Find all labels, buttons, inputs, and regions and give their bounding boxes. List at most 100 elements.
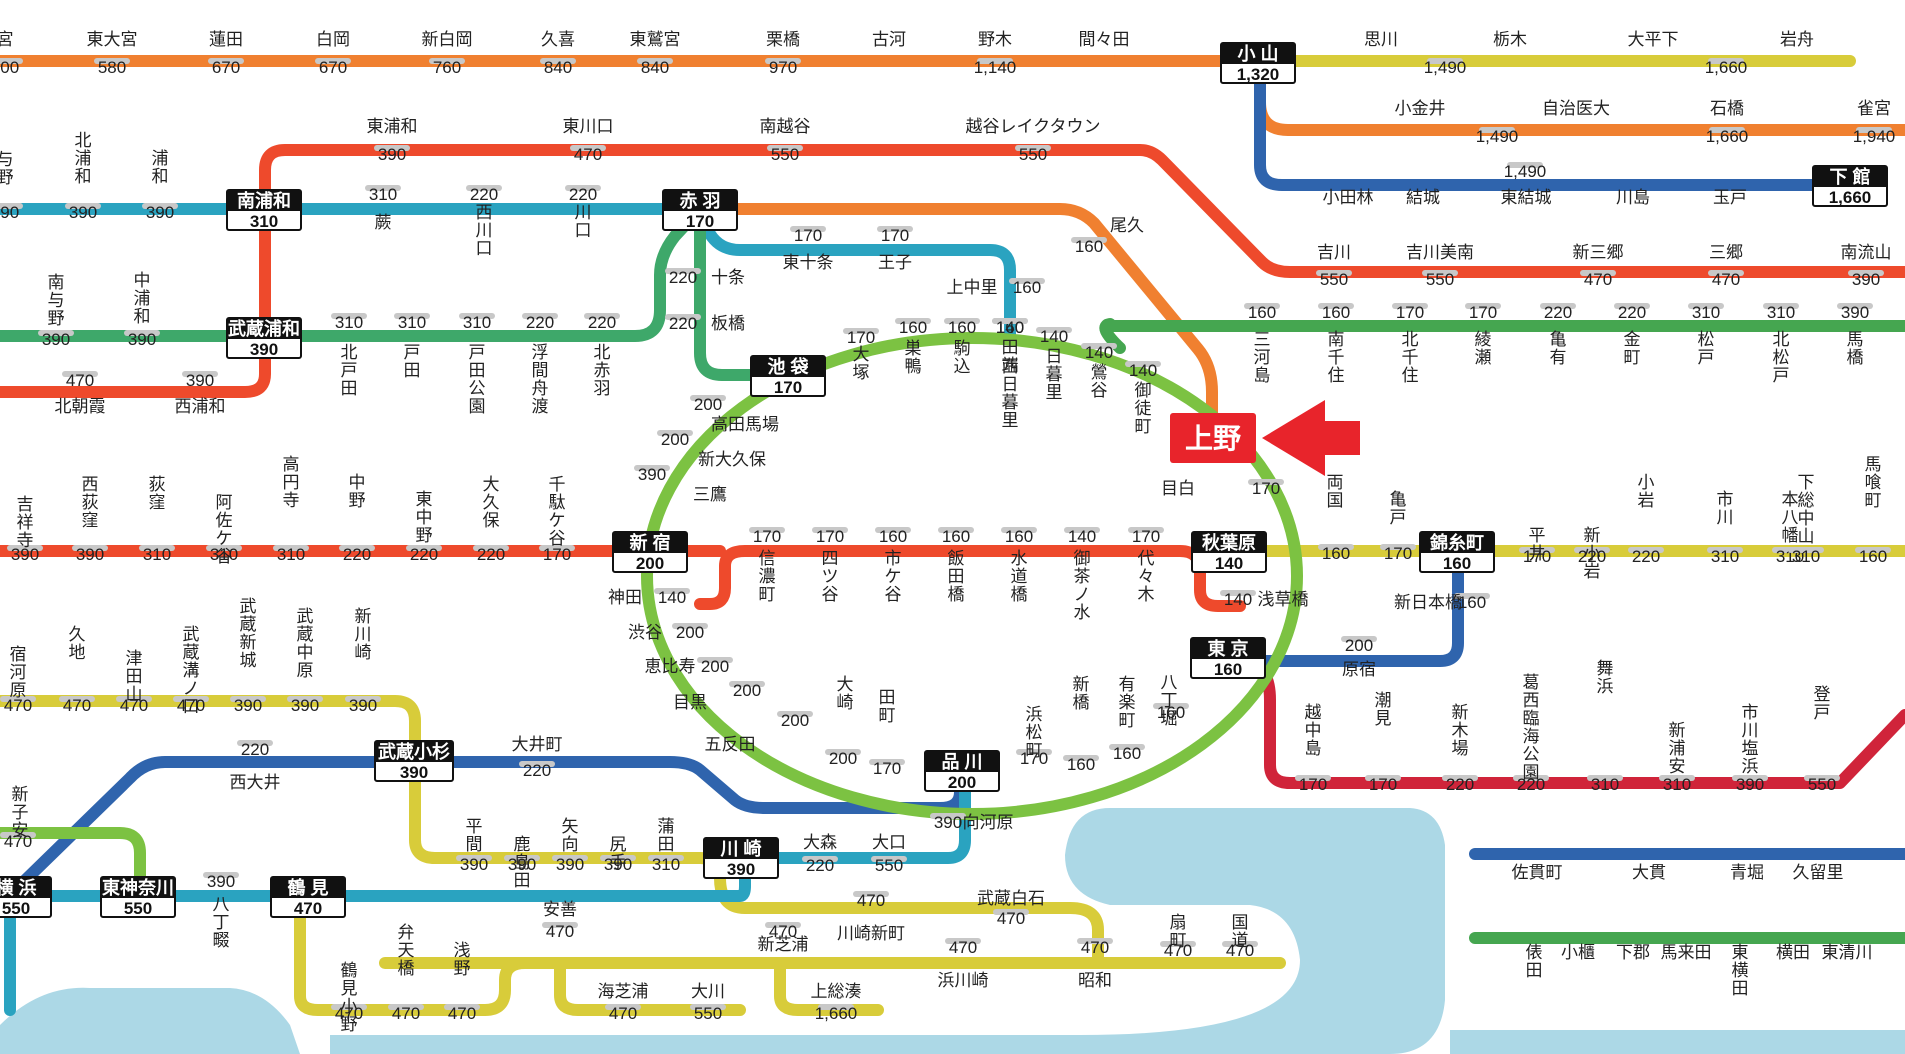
station-name: 浜松町 bbox=[1026, 705, 1043, 760]
transfer-station-name: 横 浜 bbox=[0, 877, 37, 898]
station-fare: 470 bbox=[1164, 941, 1192, 960]
station-fare: 310 bbox=[1711, 547, 1739, 566]
station-name: 吉川 bbox=[1317, 243, 1351, 262]
station-fare: 200 bbox=[701, 657, 729, 676]
station-name: 阿佐ケ谷 bbox=[216, 493, 233, 566]
transfer-station[interactable]: 小 山1,320 bbox=[1220, 42, 1296, 84]
station-name: 東浦和 bbox=[367, 117, 418, 136]
station-fare: 220 bbox=[470, 185, 498, 204]
station-fare: 310 bbox=[398, 313, 426, 332]
station-fare: 1,140 bbox=[974, 58, 1017, 77]
station-fare: 390 bbox=[604, 855, 632, 874]
station-fare: 390 bbox=[1852, 270, 1880, 289]
station-name: 栗橋 bbox=[766, 30, 800, 49]
transfer-station-name: 南浦和 bbox=[237, 190, 291, 211]
station-name: 神田 bbox=[608, 588, 642, 607]
station-fare: 470 bbox=[335, 1004, 363, 1023]
station-name: 目黒 bbox=[673, 693, 707, 712]
station-fare: 220 bbox=[806, 856, 834, 875]
station-name: 新白岡 bbox=[422, 30, 473, 49]
transfer-station-name: 武蔵浦和 bbox=[228, 318, 300, 339]
station-fare: 170 bbox=[794, 226, 822, 245]
station-name: 久留里 bbox=[1793, 863, 1844, 882]
station-fare: 170 bbox=[881, 226, 909, 245]
station-fare: 670 bbox=[212, 58, 240, 77]
station-fare: 390 bbox=[0, 203, 19, 222]
station-fare: 140 bbox=[1068, 527, 1096, 546]
station-name: 石橋 bbox=[1710, 99, 1744, 118]
station-fare: 170 bbox=[1299, 775, 1327, 794]
station-name: 北朝霞 bbox=[55, 397, 106, 416]
station-name: 西浦和 bbox=[175, 397, 226, 416]
station-fare: 390 bbox=[146, 203, 174, 222]
station-name: 南千住 bbox=[1328, 330, 1345, 385]
station-name: 鶯谷 bbox=[1091, 363, 1108, 400]
station-fare: 470 bbox=[1584, 270, 1612, 289]
transfer-station-fare: 160 bbox=[1214, 660, 1242, 679]
station-fare: 140 bbox=[1085, 343, 1113, 362]
transfer-station-name: 錦糸町 bbox=[1430, 532, 1484, 553]
station-name: 大塚 bbox=[853, 345, 870, 382]
station-fare: 220 bbox=[1632, 547, 1660, 566]
station-name: 八丁畷 bbox=[213, 895, 230, 950]
station-fare: 170 bbox=[1132, 527, 1160, 546]
station-fare: 390 bbox=[76, 545, 104, 564]
station-name: 鶴見小野 bbox=[341, 961, 358, 1034]
station-fare: 310 bbox=[652, 855, 680, 874]
station-name: 川崎新町 bbox=[837, 924, 905, 943]
station-name: 三河島 bbox=[1254, 330, 1271, 385]
station-name: 古河 bbox=[872, 30, 906, 49]
station-name: 新日本橋 bbox=[1394, 593, 1462, 612]
station-fare: 550 bbox=[1808, 775, 1836, 794]
transfer-station-name: 池 袋 bbox=[767, 356, 809, 377]
station-name: 亀有 bbox=[1550, 330, 1567, 367]
station-fare: 220 bbox=[526, 313, 554, 332]
station-name: 日暮里 bbox=[1046, 347, 1063, 402]
station-fare: 140 bbox=[1040, 327, 1068, 346]
station-name: 駒込 bbox=[954, 339, 971, 376]
transfer-station-fare: 1,320 bbox=[1237, 65, 1280, 84]
station-fare: 160 bbox=[1067, 755, 1095, 774]
station-name: 馬喰町 bbox=[1865, 455, 1882, 510]
station-name: 東大宮 bbox=[87, 30, 138, 49]
station-name: 葛西臨海公園 bbox=[1523, 673, 1540, 782]
station-fare: 760 bbox=[433, 58, 461, 77]
station-fare: 310 bbox=[143, 545, 171, 564]
station-fare: 170 bbox=[816, 527, 844, 546]
station-fare: 670 bbox=[319, 58, 347, 77]
station-name: 金町 bbox=[1624, 330, 1641, 367]
station-name: 思川 bbox=[1364, 30, 1398, 49]
station-name: 蕨 bbox=[375, 213, 392, 232]
station-fare: 470 bbox=[66, 371, 94, 390]
station-name: 恵比寿 bbox=[645, 657, 696, 676]
station-name: 自治医大 bbox=[1542, 99, 1610, 118]
station-name: 津田山 bbox=[126, 649, 143, 704]
transfer-station-fare: 310 bbox=[250, 212, 278, 231]
station-fare: 310 bbox=[463, 313, 491, 332]
pointer-arrow-icon bbox=[1262, 400, 1360, 476]
station-fare: 170 bbox=[1020, 749, 1048, 768]
station-fare: 470 bbox=[1081, 938, 1109, 957]
station-name: 巣鴨 bbox=[905, 339, 922, 376]
station-fare: 160 bbox=[1075, 237, 1103, 256]
station-name: 大口 bbox=[872, 833, 906, 852]
station-name: 青堀 bbox=[1730, 863, 1764, 882]
transfer-station[interactable]: 下 館1,660 bbox=[1812, 165, 1888, 207]
transfer-station-name: 東神奈川 bbox=[102, 877, 174, 898]
station-name: 新三郷 bbox=[1573, 243, 1624, 262]
transfer-station-fare: 200 bbox=[636, 554, 664, 573]
